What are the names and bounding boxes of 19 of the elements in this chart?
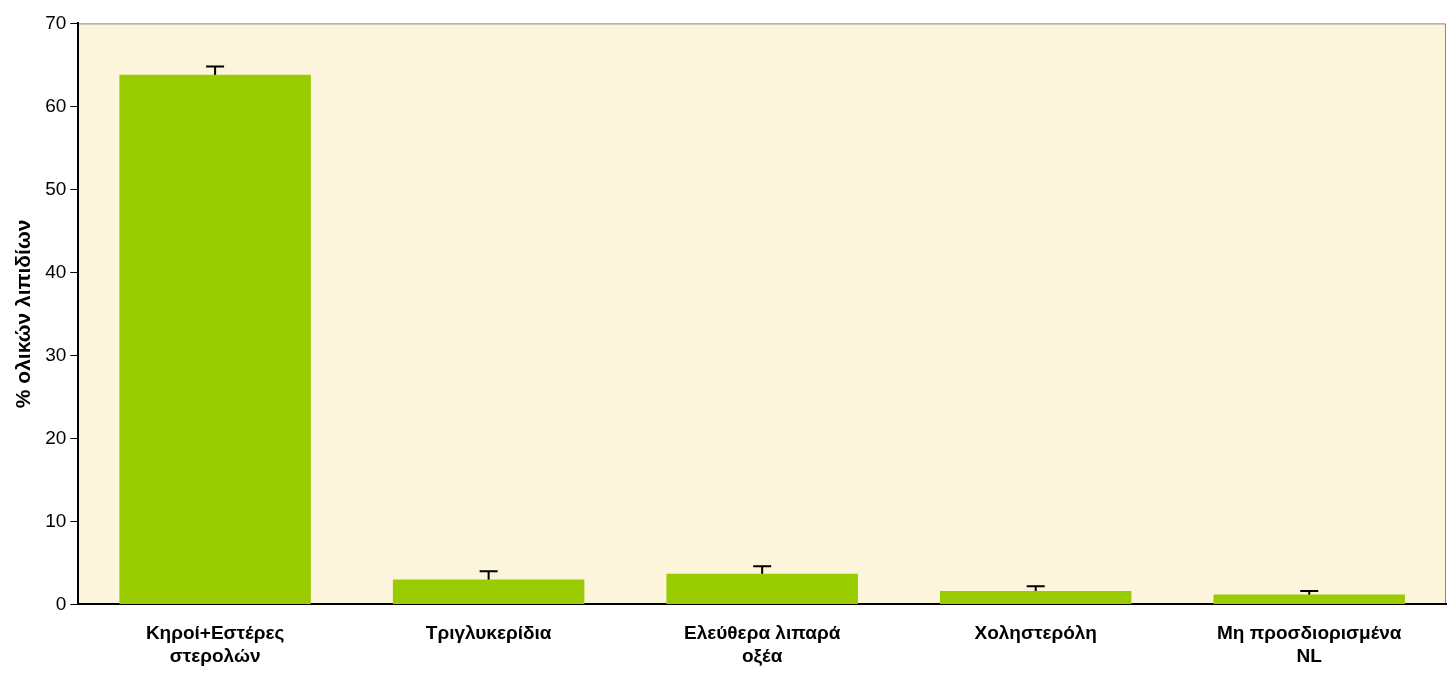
- x-tick-label: Μη προσδιορισμένα NL: [1216, 622, 1402, 666]
- y-tick-label: 30: [45, 343, 67, 365]
- bar: [666, 573, 858, 604]
- y-tick-label: 10: [45, 509, 67, 531]
- y-tick-label: 70: [45, 11, 67, 33]
- bar: [939, 591, 1132, 604]
- bar: [1213, 594, 1405, 604]
- x-tick-label: Κηροί+Εστέρες στερολών: [145, 622, 285, 666]
- y-axis-title: % ολικών λιπιδίων: [11, 219, 35, 409]
- y-tick-label: 50: [45, 177, 67, 199]
- x-tick-label: Ελεύθερα λιπαρά οξέα: [684, 622, 841, 667]
- x-tick-label: Χοληστερόλη: [974, 622, 1097, 644]
- bar: [119, 74, 311, 604]
- y-tick-label: 20: [45, 426, 67, 448]
- x-tick-label: Τριγλυκερίδια: [425, 622, 552, 644]
- y-tick-label: 40: [45, 260, 67, 282]
- y-tick-label: 0: [55, 592, 67, 614]
- bar: [392, 579, 585, 604]
- y-tick-label: 60: [45, 94, 67, 116]
